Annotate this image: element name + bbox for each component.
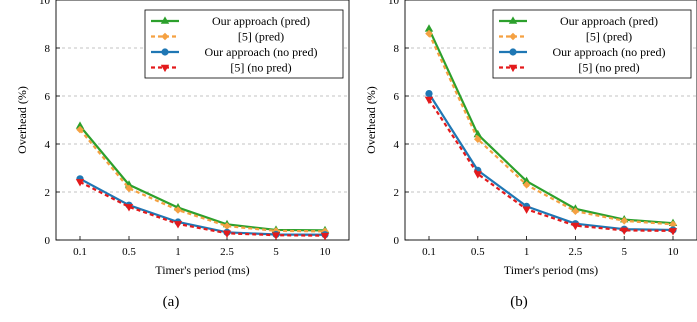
data-point [424,24,434,32]
legend-marker [508,64,518,73]
series-3 [75,179,330,241]
y-tick-label: 10 [388,0,400,7]
legend: Our approach (pred) [5] (pred)Our approac… [492,9,692,79]
y-tick-label: 4 [394,139,400,151]
data-point [473,129,482,138]
y-tick-label: 8 [394,43,400,55]
legend-marker [161,32,169,41]
x-axis-label: Timer's period (ms) [155,263,249,277]
plot-frame [404,0,697,241]
y-tick-label: 0 [394,235,400,247]
data-point [620,227,629,235]
data-point [522,206,531,214]
data-point [76,125,84,134]
data-point [473,171,482,179]
data-point [124,204,134,212]
y-tick-label: 6 [394,91,400,103]
series-line [428,28,674,225]
data-point [669,220,677,229]
data-point [425,90,433,98]
x-tick-label: 1 [175,246,181,258]
data-point [668,228,678,236]
legend: Our approach (pred) [5] (pred)Our approac… [144,9,344,79]
y-tick-label: 0 [45,235,51,247]
series-3 [424,96,678,236]
y-tick-label: 6 [45,91,51,103]
legend-label: [5] (no pred) [230,61,291,75]
series-line [428,98,674,232]
legend-label: Our approach (no pred) [553,45,666,59]
series-1 [76,125,329,236]
x-tick-label: 10 [320,246,332,258]
data-point [522,176,531,184]
data-point [222,230,232,238]
legend-label: [5] (pred) [238,30,284,44]
subfigure-caption: (a) [163,294,180,310]
y-tick-label: 4 [45,139,51,151]
x-tick-label: 10 [668,246,680,258]
series-line [79,177,326,236]
x-tick-label: 5 [273,246,279,258]
x-tick-label: 5 [621,246,627,258]
legend-marker [508,16,518,24]
series-line [428,93,674,232]
series-0 [75,121,330,234]
data-point [522,181,531,189]
data-point [174,206,182,214]
legend-marker [160,16,170,24]
data-point [424,96,434,105]
plot-frame [55,0,350,241]
data-point [173,221,183,229]
series-line [79,125,326,232]
series-line [79,128,326,233]
data-point [474,135,482,143]
data-point [571,207,580,215]
legend-label: Our approach (pred) [212,14,310,28]
x-tick-label: 2.5 [220,246,234,258]
data-point [425,29,433,38]
data-point [320,232,330,241]
y-tick-label: 8 [45,43,51,55]
x-tick-label: 0.5 [471,246,485,258]
data-point [125,184,133,193]
x-axis-label: Timer's period (ms) [504,263,598,277]
data-point [271,232,281,240]
y-tick-label: 2 [394,187,400,199]
data-point [223,222,231,230]
y-axis-label: Overhead (%) [364,86,378,154]
chart-a: 0 2 4 6 8 10 0.1 0.5 1 2.5 5 10 Timer's period (ms) O… [15,0,350,310]
legend-marker [509,48,517,56]
data-point [75,121,85,129]
legend-label: [5] (no pred) [578,61,639,75]
legend-marker [161,48,169,56]
series-line [79,180,326,237]
data-point [571,222,580,231]
x-tick-label: 1 [524,246,530,258]
legend-label: [5] (pred) [586,30,632,44]
legend-marker [160,64,170,73]
x-tick-label: 0.1 [422,246,436,258]
x-tick-label: 2.5 [569,246,583,258]
x-tick-label: 0.5 [122,246,136,258]
chart-b: 0 2 4 6 8 10 0.1 0.5 1 2.5 5 10 Timer's period (ms) O… [364,0,697,310]
data-point [75,179,85,187]
x-tick-label: 0.1 [73,246,87,258]
legend-label: Our approach (pred) [560,14,658,28]
y-tick-label: 10 [39,0,51,7]
series-2 [76,175,329,239]
subfigure-caption: (b) [510,294,528,310]
legend-marker [509,32,517,41]
y-tick-label: 2 [45,187,51,199]
series-line [428,33,674,226]
y-axis-label: Overhead (%) [15,86,29,154]
data-point [620,217,628,225]
series-1 [425,29,677,229]
series-2 [425,90,677,234]
legend-label: Our approach (no pred) [205,45,318,59]
